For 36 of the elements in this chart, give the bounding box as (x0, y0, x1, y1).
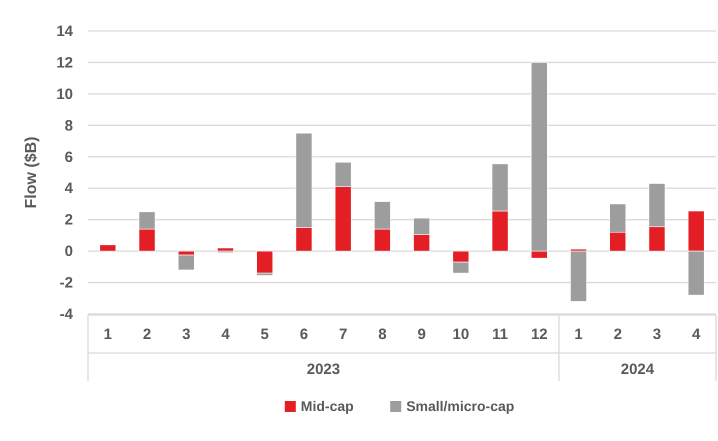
y-tick-label: 10 (56, 86, 73, 103)
bar (217, 248, 234, 252)
x-tick-label: 1 (104, 326, 112, 343)
x-tick-label: 6 (300, 326, 308, 343)
bar (256, 250, 274, 274)
bar (99, 244, 116, 252)
y-tick-label: 14 (56, 23, 74, 40)
y-tick-label: 0 (64, 243, 73, 260)
y-tick-label: 8 (64, 117, 73, 134)
x-tick-label: 5 (260, 326, 269, 343)
x-tick-label: 3 (182, 326, 190, 343)
y-tick-label: 6 (64, 148, 73, 166)
x-tick-label: 11 (492, 326, 508, 343)
text: 2024 (620, 361, 655, 378)
x-tick-label: 12 (530, 326, 548, 343)
text: 2023 (306, 361, 340, 378)
x-tick-label: 9 (417, 326, 426, 343)
y-tick-label: -2 (60, 274, 73, 292)
x-tick-label: 4 (221, 326, 230, 343)
x-tick-label: 4 (692, 326, 702, 343)
x-tick-label: 1 (574, 326, 583, 343)
bar (570, 250, 587, 302)
y-tick-label: 2 (64, 212, 73, 229)
x-tick-label: 10 (452, 326, 470, 343)
x-tick-label: 8 (378, 326, 387, 343)
legend-label: Small/micro-cap (406, 398, 514, 414)
bar (178, 254, 195, 270)
y-axis-title: Flow ($B) (23, 136, 40, 208)
x-tick-label: 2 (614, 326, 622, 343)
x-tick-label: 3 (652, 326, 662, 343)
x-tick-label: 2 (142, 326, 152, 343)
x-tick-label: 7 (338, 326, 348, 343)
legend-label: Mid-cap (300, 398, 354, 414)
y-tick-label: -4 (60, 306, 74, 323)
y-tick-label: 12 (56, 54, 73, 72)
y-tick-label: 4 (64, 180, 74, 198)
